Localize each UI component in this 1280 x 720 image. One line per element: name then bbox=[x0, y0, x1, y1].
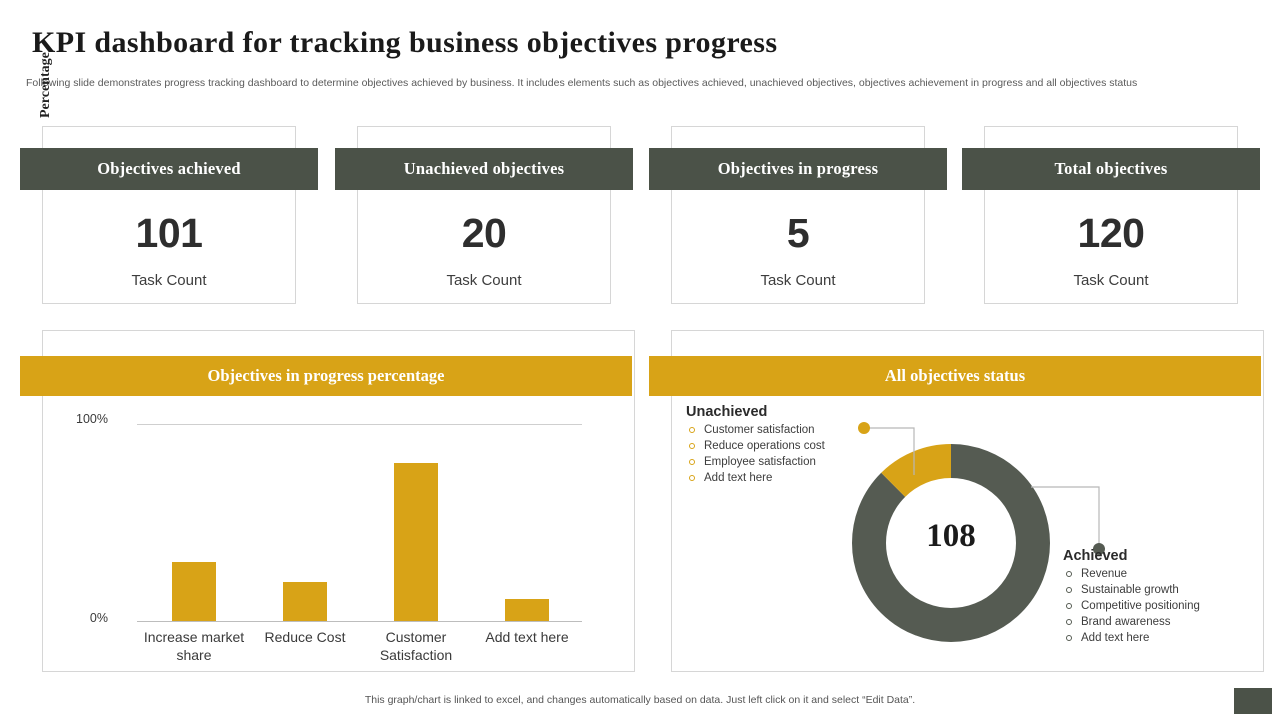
list-item: Add text here bbox=[686, 470, 876, 486]
leader-dot-achieved bbox=[1093, 543, 1105, 555]
legend-item-label: Competitive positioning bbox=[1081, 600, 1200, 612]
kpi-card-unachieved-objectives[interactable]: Unachieved objectives 20 Task Count bbox=[335, 126, 633, 304]
kpi-card-value: 5 bbox=[786, 210, 810, 256]
kpi-card-label: Task Count bbox=[131, 272, 207, 289]
circle-bullet-icon bbox=[689, 475, 695, 481]
list-item: Reduce operations cost bbox=[686, 438, 876, 454]
list-item: Add text here bbox=[1063, 630, 1263, 646]
legend-item-label: Sustainable growth bbox=[1081, 584, 1179, 596]
donut-center-value: 108 bbox=[926, 518, 976, 554]
circle-bullet-icon bbox=[1066, 571, 1072, 577]
legend-item-label: Employee satisfaction bbox=[704, 456, 816, 468]
circle-bullet-icon bbox=[689, 459, 695, 465]
list-item: Customer satisfaction bbox=[686, 422, 876, 438]
bar-chart-y-axis-label: Percentage bbox=[38, 52, 53, 118]
kpi-card-title: Objectives achieved bbox=[20, 148, 318, 190]
bar-chart-ytick-100: 100% bbox=[76, 412, 108, 426]
panel-title: Objectives in progress percentage bbox=[20, 356, 632, 396]
list-item: Competitive positioning bbox=[1063, 598, 1263, 614]
list-item: Brand awareness bbox=[1063, 614, 1263, 630]
bar-reduce-cost[interactable] bbox=[283, 582, 327, 621]
leader-line-achieved bbox=[1031, 486, 1100, 545]
bar-increase-market-share[interactable] bbox=[172, 562, 216, 621]
legend-achieved: Achieved Revenue Sustainable growth Comp… bbox=[1063, 548, 1263, 646]
legend-item-label: Brand awareness bbox=[1081, 616, 1171, 628]
kpi-card-title: Objectives in progress bbox=[649, 148, 947, 190]
legend-achieved-heading: Achieved bbox=[1063, 548, 1128, 564]
kpi-card-value: 120 bbox=[1077, 210, 1145, 256]
bar-category-label: Reduce Cost bbox=[264, 629, 346, 645]
leader-line-unachieved bbox=[868, 427, 915, 475]
legend-item-label: Add text here bbox=[704, 472, 773, 484]
kpi-card-title: Total objectives bbox=[962, 148, 1260, 190]
legend-item-label: Reduce operations cost bbox=[704, 440, 825, 452]
legend-item-label: Add text here bbox=[1081, 632, 1150, 644]
circle-bullet-icon bbox=[1066, 587, 1072, 593]
leader-dot-unachieved bbox=[858, 422, 870, 434]
list-item: Employee satisfaction bbox=[686, 454, 876, 470]
bar-category-label: Add text here bbox=[485, 629, 569, 645]
circle-bullet-icon bbox=[1066, 635, 1072, 641]
legend-item-label: Revenue bbox=[1081, 568, 1128, 580]
kpi-card-value: 20 bbox=[461, 210, 507, 256]
bar-category-label: Increase market share bbox=[143, 629, 245, 663]
legend-item-label: Customer satisfaction bbox=[704, 424, 815, 436]
bar-chart-baseline bbox=[137, 621, 582, 622]
donut-chart[interactable] bbox=[671, 330, 1264, 672]
kpi-card-row: Objectives achieved 101 Task Count Unach… bbox=[0, 126, 1280, 306]
kpi-card-total-objectives[interactable]: Total objectives 120 Task Count bbox=[962, 126, 1260, 304]
circle-bullet-icon bbox=[689, 443, 695, 449]
bar-customer-satisfaction[interactable] bbox=[394, 463, 438, 621]
bar-category-label: Customer Satisfaction bbox=[379, 629, 453, 663]
kpi-card-objectives-achieved[interactable]: Objectives achieved 101 Task Count bbox=[20, 126, 318, 304]
legend-unachieved-heading: Unachieved bbox=[686, 404, 768, 420]
legend-unachieved: Unachieved Customer satisfaction Reduce … bbox=[686, 404, 876, 486]
circle-bullet-icon bbox=[1066, 619, 1072, 625]
bar-add-text-here[interactable] bbox=[505, 599, 549, 621]
bar-chart-ytick-0: 0% bbox=[89, 611, 108, 625]
footer-note: This graph/chart is linked to excel, and… bbox=[364, 694, 916, 706]
list-item: Revenue bbox=[1063, 566, 1263, 582]
kpi-card-label: Task Count bbox=[446, 272, 522, 289]
bar-chart-gridline-100 bbox=[137, 424, 582, 425]
kpi-card-value: 101 bbox=[135, 210, 203, 256]
corner-accent-block bbox=[1234, 688, 1272, 714]
list-item: Sustainable growth bbox=[1063, 582, 1263, 598]
kpi-card-label: Task Count bbox=[1073, 272, 1149, 289]
donut-segment-unachieved[interactable] bbox=[852, 444, 1050, 642]
page-subtitle: Following slide demonstrates progress tr… bbox=[26, 77, 1138, 89]
circle-bullet-icon bbox=[689, 427, 695, 433]
kpi-card-title: Unachieved objectives bbox=[335, 148, 633, 190]
page-title: KPI dashboard for tracking business obje… bbox=[32, 26, 778, 59]
panel-title: All objectives status bbox=[649, 356, 1261, 396]
kpi-card-label: Task Count bbox=[760, 272, 836, 289]
kpi-card-objectives-in-progress[interactable]: Objectives in progress 5 Task Count bbox=[649, 126, 947, 304]
circle-bullet-icon bbox=[1066, 603, 1072, 609]
